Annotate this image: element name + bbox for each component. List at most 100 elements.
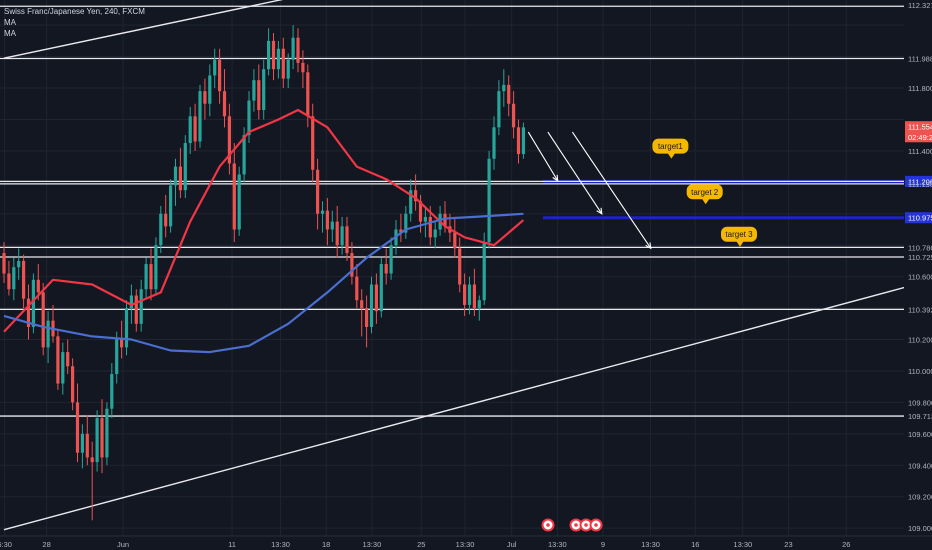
candle-body bbox=[330, 221, 334, 230]
projection-arrow bbox=[571, 131, 652, 249]
candle-body bbox=[296, 37, 300, 63]
price-label: 110.000 bbox=[908, 367, 932, 376]
candle-body bbox=[2, 253, 6, 274]
candle-body bbox=[463, 284, 467, 305]
candle-body bbox=[105, 408, 109, 458]
candle-body bbox=[433, 229, 437, 238]
candle-body bbox=[66, 352, 70, 367]
price-label: 111.800 bbox=[908, 84, 932, 93]
price-label-highlight bbox=[905, 131, 932, 143]
time-label: 23 bbox=[784, 540, 792, 549]
candle-body bbox=[183, 143, 187, 191]
candle-body bbox=[46, 320, 50, 348]
candle-body bbox=[355, 276, 359, 301]
candle-body bbox=[262, 69, 266, 111]
price-label-highlight bbox=[905, 212, 932, 224]
candle-body bbox=[271, 40, 276, 70]
price-label: 110.725 bbox=[908, 253, 932, 262]
time-label: 16 bbox=[691, 540, 699, 549]
candle-body bbox=[453, 232, 457, 249]
price-label-highlight bbox=[905, 121, 932, 133]
price-label: 110.200 bbox=[908, 336, 932, 345]
candle-body bbox=[169, 185, 173, 227]
candle-body bbox=[467, 284, 472, 305]
candle-body bbox=[502, 84, 506, 92]
target-label: target1 bbox=[658, 142, 683, 151]
candle-body bbox=[154, 245, 158, 290]
candle-body bbox=[22, 260, 26, 299]
target-callout-box bbox=[721, 226, 757, 242]
symbol-title[interactable]: Swiss Franc/Japanese Yen, 240, FXCM bbox=[4, 7, 145, 16]
candle-body bbox=[306, 72, 310, 117]
candle-body bbox=[164, 213, 168, 227]
candle-body bbox=[384, 264, 388, 274]
candle-body bbox=[193, 116, 197, 142]
candle-body bbox=[477, 300, 481, 309]
target-callout-box bbox=[686, 184, 723, 200]
candle-body bbox=[497, 91, 501, 128]
event-marker-icon bbox=[541, 518, 555, 532]
candle-body bbox=[379, 264, 383, 312]
projection-arrow bbox=[547, 131, 603, 215]
trend-line bbox=[3, 0, 284, 59]
time-label: 13:30 bbox=[641, 540, 660, 549]
candle-body bbox=[124, 308, 129, 348]
moving-average-line-2 bbox=[3, 212, 524, 354]
price-label: 109.200 bbox=[908, 493, 932, 502]
candle-body bbox=[198, 91, 202, 142]
candle-body bbox=[418, 201, 423, 222]
time-label: 13:30 bbox=[271, 540, 290, 549]
time-label: 28 bbox=[42, 540, 50, 549]
target-callout-pointer bbox=[701, 198, 710, 205]
price-label: 112.327 bbox=[908, 1, 932, 10]
price-label: 109.000 bbox=[908, 524, 932, 533]
candle-body bbox=[320, 210, 325, 214]
candle-body bbox=[134, 295, 138, 324]
candle-body bbox=[95, 418, 99, 463]
ma-legend-2[interactable]: MA bbox=[4, 29, 16, 38]
candle-body bbox=[80, 433, 84, 453]
candle-body bbox=[487, 158, 491, 243]
candle-body bbox=[203, 91, 207, 104]
candle-body bbox=[257, 80, 261, 111]
candle-body bbox=[237, 174, 241, 230]
candle-body bbox=[139, 289, 143, 324]
candle-body bbox=[291, 37, 295, 60]
candle-body bbox=[247, 100, 251, 136]
candle-body bbox=[316, 169, 320, 214]
time-label: Jul bbox=[507, 540, 517, 549]
candle-body bbox=[227, 116, 231, 164]
candle-body bbox=[75, 402, 80, 453]
candle-body bbox=[252, 80, 256, 101]
projection-arrow bbox=[527, 131, 559, 182]
candle-body bbox=[90, 457, 94, 463]
candle-body bbox=[149, 264, 153, 290]
candle-body bbox=[178, 166, 182, 191]
candle-body bbox=[26, 298, 31, 327]
price-label: 110.786 bbox=[908, 243, 932, 252]
candle-body bbox=[360, 300, 364, 309]
candle-body bbox=[129, 295, 133, 309]
ma-legend-1[interactable]: MA bbox=[4, 18, 16, 27]
price-label: 111.190 bbox=[908, 180, 932, 189]
candle-body bbox=[85, 433, 89, 458]
candle-body bbox=[374, 284, 378, 312]
price-label: 110.600 bbox=[908, 273, 932, 282]
time-label: 13:30 bbox=[733, 540, 752, 549]
candle-body bbox=[414, 190, 418, 202]
candle-body bbox=[521, 127, 525, 155]
candle-body bbox=[276, 48, 280, 70]
candle-body bbox=[213, 59, 217, 76]
price-label: 111.400 bbox=[908, 147, 932, 156]
candle-body bbox=[458, 248, 462, 285]
candle-body bbox=[345, 226, 349, 254]
candle-body bbox=[423, 216, 427, 222]
candle-body bbox=[36, 279, 40, 293]
candle-body bbox=[159, 213, 163, 246]
time-label: 6:30 bbox=[0, 540, 12, 549]
candle-body bbox=[222, 91, 227, 117]
price-label: 110.975 bbox=[908, 214, 932, 223]
